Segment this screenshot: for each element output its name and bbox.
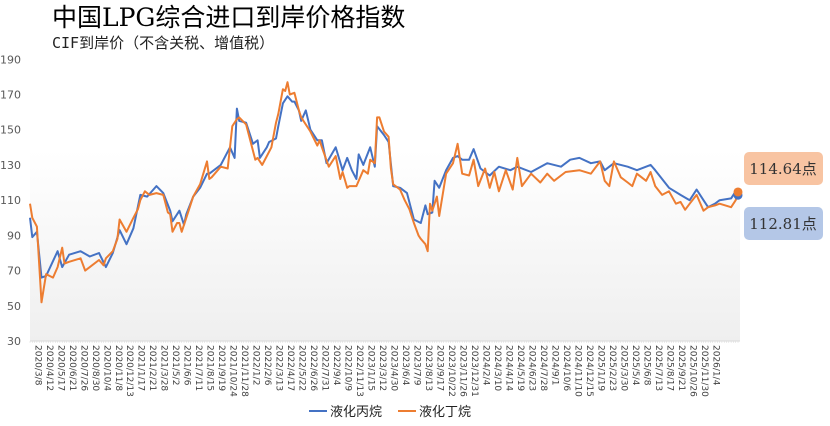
x-tick-label: 2024/10/6	[561, 345, 571, 391]
x-tick-label: 2024/12/15	[584, 345, 594, 397]
x-tick-label: 2026/1/4	[710, 345, 720, 386]
x-tick-label: 2023/10/22	[446, 345, 456, 397]
propane-last-value-box	[744, 207, 823, 240]
x-tick-label: 2022/2/6	[262, 345, 272, 386]
x-tick-label: 2021/11/28	[239, 345, 249, 397]
last-value-callouts: 114.64点 112.81点	[744, 152, 823, 240]
x-tick-label: 2024/11/10	[572, 345, 582, 397]
x-tick-label: 2025/5/4	[630, 345, 640, 386]
x-tick-label: 2021/10/24	[228, 345, 238, 397]
x-tick-label: 2023/9/17	[435, 345, 445, 391]
x-tick-label: 2022/11/13	[354, 345, 364, 397]
legend: 液化丙烷 液化丁烷	[309, 405, 471, 420]
x-tick-label: 2021/1/17	[136, 345, 146, 391]
x-tick-label: 2025/2/23	[607, 345, 617, 391]
x-tick-label: 2023/12/31	[469, 345, 479, 397]
x-tick-label: 2024/5/19	[515, 345, 525, 391]
x-tick-label: 2021/3/28	[159, 345, 169, 391]
x-axis: 2020/3/8 2020/4/12 2020/5/17 2020/6/21 2020/…	[29, 340, 740, 397]
y-tick-label: 190	[0, 53, 21, 66]
x-tick-label: 2023/3/12	[377, 345, 387, 391]
x-tick-label: 2020/4/12	[44, 345, 54, 391]
x-tick-label: 2021/2/21	[147, 345, 157, 391]
x-tick-label: 2020/8/30	[90, 345, 100, 391]
butane-end-marker	[733, 187, 743, 197]
x-tick-label: 2022/3/13	[274, 345, 284, 391]
y-tick-label: 30	[7, 335, 21, 348]
x-tick-label: 2025/6/8	[641, 345, 651, 386]
x-tick-label: 2020/12/13	[124, 345, 134, 397]
x-tick-label: 2020/5/17	[55, 345, 65, 391]
x-tick-label: 2024/9/1	[550, 345, 560, 385]
series-line-butane	[29, 81, 739, 304]
y-tick-label: 130	[0, 159, 21, 172]
x-tick-label: 2025/3/30	[618, 345, 628, 391]
y-tick-label: 50	[7, 300, 21, 313]
x-tick-label: 2022/1/2	[251, 345, 261, 385]
y-tick-label: 90	[7, 229, 21, 242]
x-tick-label: 2025/11/30	[699, 345, 709, 397]
x-tick-label: 2024/4/14	[504, 345, 514, 391]
x-tick-label: 2023/6/4	[400, 345, 410, 386]
x-tick-label: 2021/8/15	[205, 345, 215, 391]
y-tick-label: 170	[0, 89, 21, 102]
y-axis: 30 50 70 90 110 130 150 170 190	[0, 53, 21, 348]
x-tick-label: 2022/6/26	[308, 345, 318, 391]
x-tick-label: 2025/9/21	[676, 345, 686, 391]
y-tick-label: 150	[0, 124, 21, 137]
y-tick-label: 70	[7, 265, 21, 278]
x-tick-label: 2025/7/13	[653, 345, 663, 391]
x-tick-label: 2023/1/15	[366, 345, 376, 391]
x-tick-label: 2025/1/19	[595, 345, 605, 391]
x-tick-label: 2022/7/31	[320, 345, 330, 391]
x-tick-label: 2020/11/8	[113, 345, 123, 391]
x-tick-label: 2023/11/26	[458, 345, 468, 397]
x-tick-label: 2020/6/21	[67, 345, 77, 391]
x-tick-label: 2022/4/17	[285, 345, 295, 391]
y-tick-label: 110	[0, 194, 21, 207]
series-lines	[29, 81, 743, 304]
x-tick-label: 2022/9/4	[331, 345, 341, 386]
x-tick-label: 2023/4/30	[389, 345, 399, 391]
chart-subtitle: CIF到岸价（不含关税、增值税）	[52, 34, 274, 52]
x-tick-label: 2024/2/4	[481, 345, 491, 386]
x-tick-label: 2023/7/9	[412, 345, 422, 386]
x-tick-label: 2024/7/28	[538, 345, 548, 391]
x-tick-label: 2021/5/2	[170, 345, 180, 385]
x-tick-label: 2024/3/10	[492, 345, 502, 391]
x-tick-label: 2023/8/13	[423, 345, 433, 391]
x-tick-label: 2022/5/22	[297, 345, 307, 391]
propane-last-value-label: 112.81点	[749, 215, 817, 233]
x-tick-label: 2024/6/23	[527, 345, 537, 391]
legend-label: 液化丁烷	[419, 405, 471, 420]
x-tick-label: 2021/6/6	[182, 345, 192, 386]
x-tick-label: 2021/9/19	[216, 345, 226, 391]
butane-last-value-label: 114.64点	[749, 160, 817, 178]
x-tick-label: 2020/10/4	[101, 345, 111, 391]
x-tick-label: 2025/8/17	[664, 345, 674, 391]
x-tick-label: 2020/7/26	[78, 345, 88, 391]
x-tick-label: 2021/7/11	[193, 345, 203, 391]
butane-last-value-box	[744, 152, 823, 185]
chart-title: 中国LPG综合进口到岸价格指数	[52, 3, 405, 32]
plot-area	[30, 150, 740, 341]
x-tick-label: 2022/10/9	[343, 345, 353, 391]
legend-label: 液化丙烷	[330, 405, 382, 420]
x-tick-label: 2025/10/26	[687, 345, 697, 397]
x-tick-label: 2020/3/8	[32, 345, 42, 386]
series-line-propane	[29, 95, 739, 279]
